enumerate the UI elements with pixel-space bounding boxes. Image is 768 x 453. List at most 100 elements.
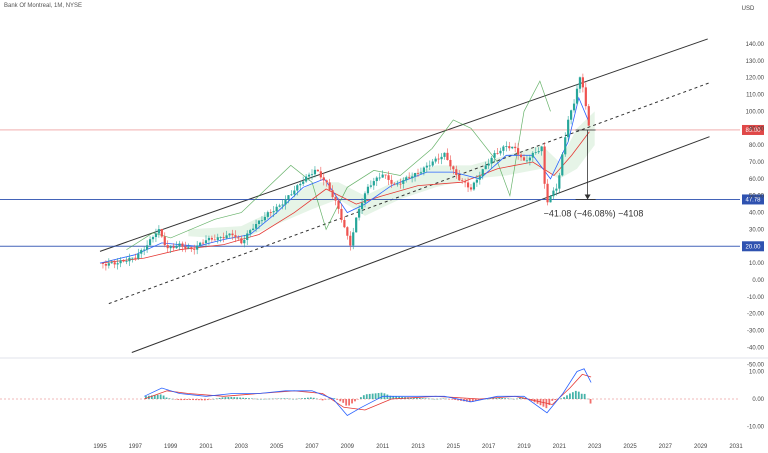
macd-histogram-bar <box>165 397 168 399</box>
candle-body <box>578 77 582 89</box>
candle-body <box>405 177 408 181</box>
macd-histogram-bar <box>574 390 577 399</box>
channel-line-3[interactable] <box>131 136 710 353</box>
macd-histogram-bar <box>551 399 554 401</box>
candle-body <box>101 263 105 264</box>
candle-body <box>519 154 523 158</box>
macd-tick-label: 0.00 <box>752 397 764 403</box>
candle-body <box>104 263 107 266</box>
macd-histogram-bar <box>298 398 300 400</box>
candle-body <box>346 227 349 236</box>
macd-histogram-bar <box>395 396 398 399</box>
candle-body <box>275 206 278 212</box>
candle-body <box>475 179 478 183</box>
candle-body <box>154 233 158 238</box>
macd-histogram-bar <box>448 399 451 400</box>
macd-histogram-bar <box>433 398 436 400</box>
candle-body <box>249 230 252 234</box>
candle-body <box>116 263 119 265</box>
candle-body <box>455 169 458 176</box>
candle-body <box>493 153 496 158</box>
candle-body <box>587 106 590 126</box>
macd-histogram-bar <box>339 399 342 402</box>
macd-histogram-bar <box>253 398 256 400</box>
time-tick-label: 2029 <box>694 444 708 450</box>
macd-histogram-bar <box>504 398 507 399</box>
macd-histogram-bar <box>586 398 589 400</box>
candle-body <box>313 169 317 175</box>
candle-body <box>384 174 387 176</box>
channel-lines[interactable] <box>99 38 710 353</box>
candle-body <box>558 175 561 189</box>
candle-body <box>534 152 537 154</box>
candle-body <box>240 238 243 244</box>
candle-body <box>216 237 219 241</box>
candle-body <box>408 177 411 179</box>
macd-histogram-bar <box>195 399 197 401</box>
candle-body <box>146 245 149 250</box>
macd-histogram-bar <box>215 398 218 399</box>
candle-body <box>237 237 240 239</box>
macd-histogram-bar <box>301 398 303 399</box>
macd-histogram-bar <box>206 399 209 401</box>
price-tick-label: 70.00 <box>749 160 765 166</box>
price-range-measure[interactable]: −41.08 (−46.08%) −4108 <box>544 129 644 218</box>
macd-histogram-bar <box>162 395 165 399</box>
time-tick-label: 2023 <box>588 444 602 450</box>
candle-body <box>552 190 555 197</box>
price-tick-label: 140.00 <box>746 42 765 48</box>
macd-histogram-bar <box>498 397 501 399</box>
candle-body <box>369 185 372 187</box>
candle-body <box>331 190 334 198</box>
macd-histogram-bar <box>189 399 191 400</box>
time-tick-label: 2007 <box>305 444 319 450</box>
channel-line-1[interactable] <box>99 38 708 252</box>
macd-histogram-bar <box>192 399 194 401</box>
channel-line-2[interactable] <box>108 82 710 305</box>
candle-body <box>196 245 199 250</box>
macd-histogram-bar <box>171 398 174 400</box>
candle-body <box>122 260 125 262</box>
macd-histogram-bar <box>145 396 147 399</box>
candle-body <box>546 183 549 203</box>
slow-average-line <box>99 131 590 264</box>
candle-body <box>472 182 476 190</box>
candle-body <box>337 200 340 209</box>
candle-body <box>540 146 543 152</box>
time-axis: 1995 1997 1999 2001 2003 2005 2007 2009 2011 2013… <box>0 357 768 450</box>
macd-histogram-bar <box>516 398 518 400</box>
macd-histogram-bar <box>454 399 456 400</box>
macd-histogram-bar <box>306 397 309 399</box>
candle-body <box>378 177 381 179</box>
candle-body <box>263 216 266 221</box>
candle-body <box>399 183 402 185</box>
macd-histogram-bar <box>577 391 580 399</box>
candle-body <box>190 247 193 250</box>
macd-histogram-bar <box>342 399 345 403</box>
candle-body <box>110 262 113 264</box>
candle-body <box>564 137 567 155</box>
candle-body <box>169 246 172 249</box>
price-tick-label: 50.00 <box>749 194 765 200</box>
macd-histogram-bar <box>321 399 324 401</box>
macd-histogram-bar <box>224 397 227 399</box>
macd-histogram-bar <box>259 398 262 400</box>
macd-histogram-bar <box>442 398 445 400</box>
macd-histogram-bar <box>183 399 186 401</box>
price-tick-label: 100.00 <box>746 109 765 115</box>
macd-histogram-bar <box>233 397 236 399</box>
macd-histogram-bar <box>571 392 574 399</box>
time-tick-label: 2031 <box>729 444 743 450</box>
candle-body <box>287 195 290 200</box>
candle-body <box>567 119 570 138</box>
candle-body <box>487 163 490 166</box>
candle-body <box>328 182 331 191</box>
macd-histogram-bar <box>295 398 297 400</box>
macd-histogram-bar <box>495 397 498 399</box>
macd-histogram-bar <box>554 399 557 401</box>
candle-body <box>581 77 584 88</box>
price-axis: 140.00 130.00 120.00 110.00 100.00 90.00 80.00… <box>746 42 765 368</box>
candle-body <box>175 246 178 249</box>
macd-histogram-bar <box>280 398 283 399</box>
